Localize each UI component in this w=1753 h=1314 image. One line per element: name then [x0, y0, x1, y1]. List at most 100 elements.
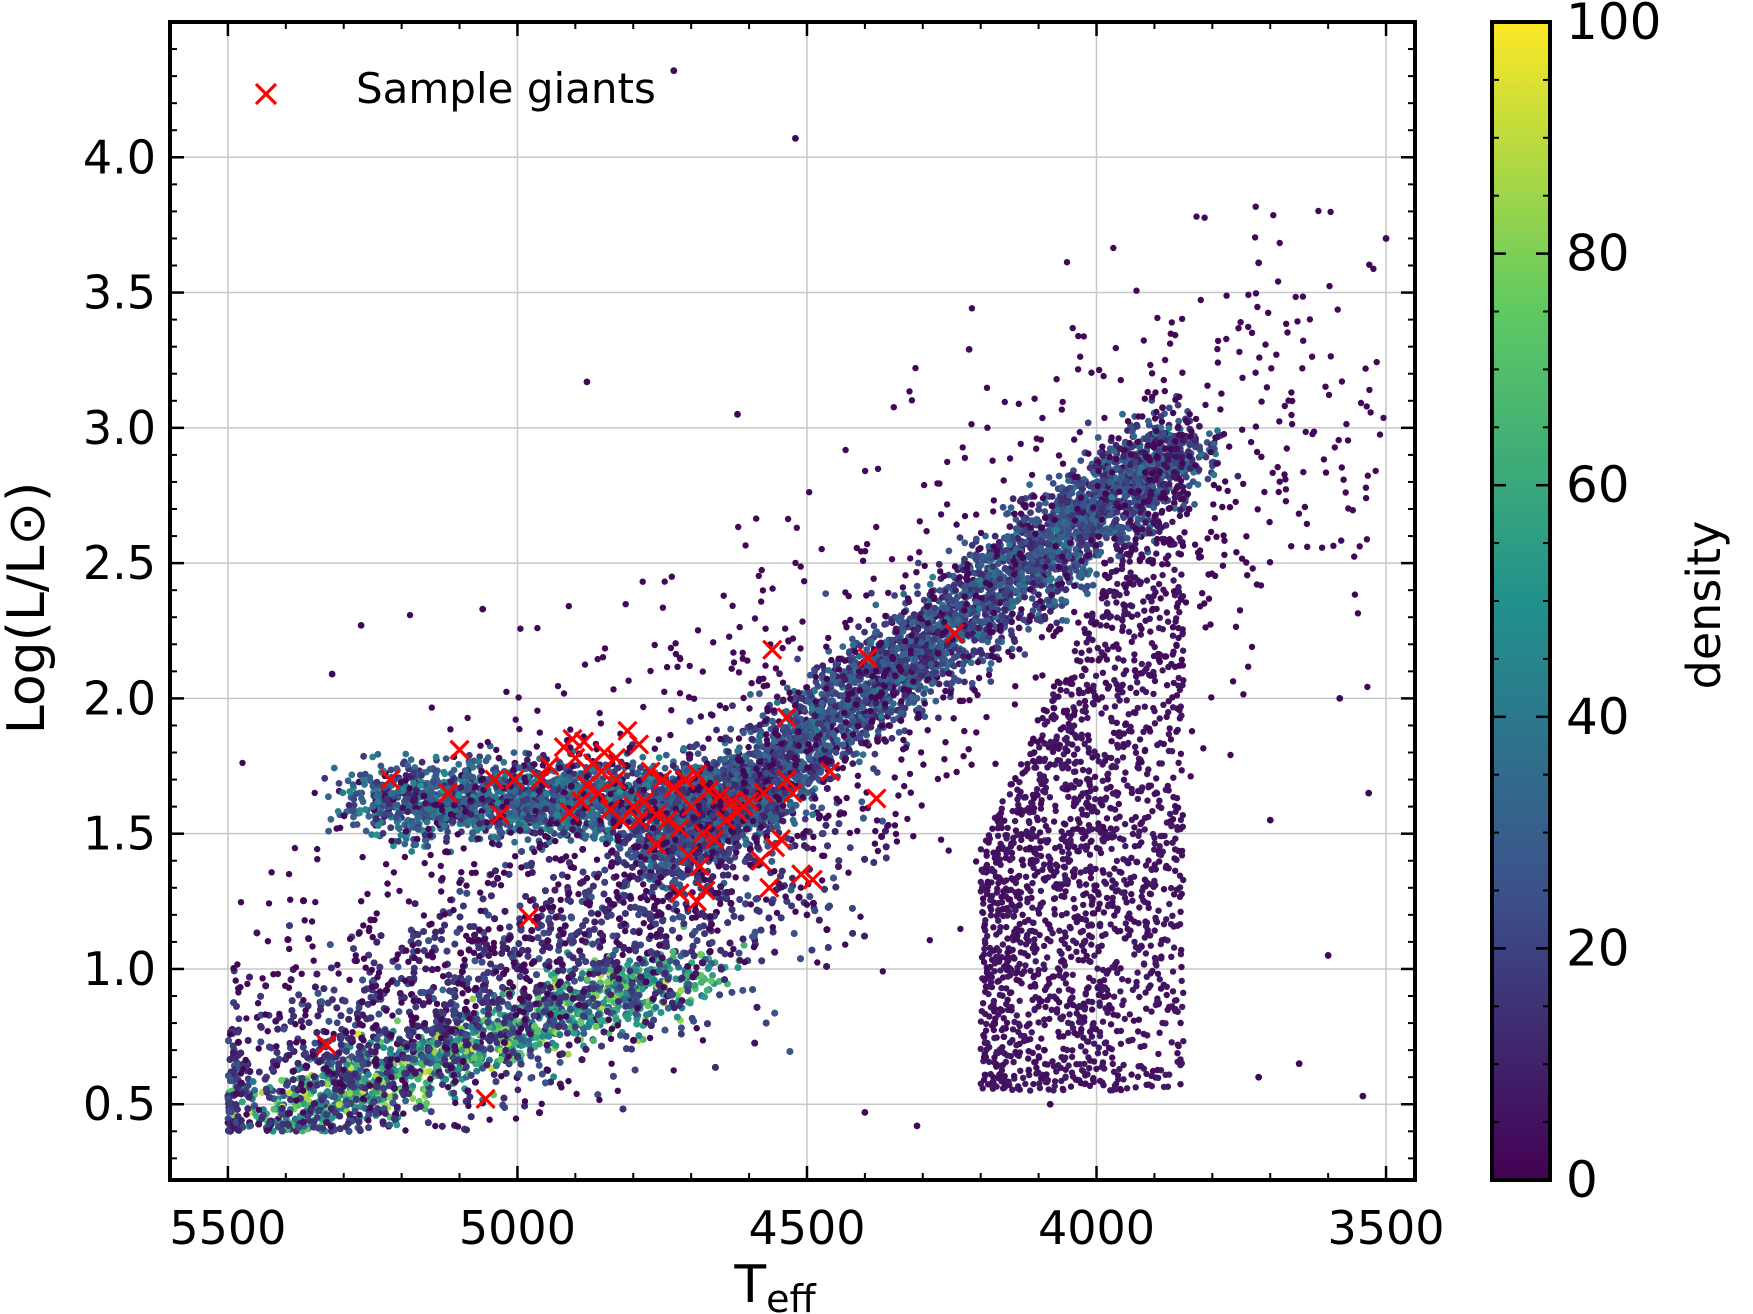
- density-point: [529, 791, 537, 799]
- density-point: [740, 941, 748, 949]
- density-point: [422, 799, 430, 807]
- density-point: [550, 786, 557, 793]
- density-point: [395, 837, 402, 845]
- density-point: [523, 756, 531, 764]
- density-point: [426, 806, 434, 813]
- density-point: [526, 764, 534, 772]
- density-point: [399, 804, 406, 811]
- density-point: [478, 767, 485, 775]
- density-point: [623, 772, 631, 780]
- density-point: [662, 751, 670, 759]
- density-point: [340, 812, 348, 820]
- density-point: [278, 1076, 285, 1084]
- density-point: [634, 769, 641, 777]
- density-point: [533, 822, 541, 830]
- density-point: [330, 764, 338, 772]
- density-point: [408, 848, 416, 855]
- density-point: [373, 792, 380, 800]
- density-point: [441, 822, 448, 830]
- density-point: [595, 803, 602, 811]
- density-point: [469, 773, 477, 781]
- density-point: [441, 770, 449, 778]
- density-point: [411, 764, 419, 771]
- density-point: [325, 827, 332, 835]
- density-point: [476, 820, 483, 828]
- density-point: [372, 815, 380, 823]
- density-point: [346, 788, 354, 795]
- density-point: [401, 840, 409, 848]
- density-point: [349, 808, 357, 815]
- density-point: [387, 824, 395, 832]
- density-point: [325, 793, 332, 801]
- density-point: [694, 750, 702, 757]
- density-point: [418, 758, 426, 766]
- density-point: [402, 772, 410, 779]
- density-point: [559, 780, 567, 788]
- density-point: [444, 828, 451, 836]
- density-point: [639, 753, 647, 761]
- density-point: [524, 836, 532, 844]
- density-point: [362, 827, 370, 835]
- density-point: [350, 813, 357, 821]
- density-point: [450, 766, 458, 774]
- density-point: [393, 801, 401, 809]
- density-point: [531, 829, 539, 837]
- density-point: [414, 814, 421, 822]
- density-point: [449, 818, 457, 825]
- density-point: [628, 793, 635, 801]
- density-point: [356, 771, 364, 779]
- density-point: [515, 820, 523, 828]
- density-point: [547, 827, 554, 834]
- density-point: [368, 831, 376, 838]
- density-point: [538, 814, 545, 821]
- density-point: [559, 797, 567, 804]
- density-point: [457, 784, 465, 791]
- density-point: [377, 762, 385, 770]
- density-point: [443, 834, 451, 842]
- density-point: [599, 835, 606, 843]
- density-point: [334, 808, 342, 815]
- density-point: [523, 796, 531, 803]
- density-point: [439, 986, 447, 994]
- density-point: [429, 812, 437, 820]
- density-point: [455, 792, 462, 799]
- density-layer: [224, 203, 1387, 1135]
- density-point: [567, 837, 575, 844]
- density-point: [356, 809, 363, 817]
- density-point: [582, 832, 590, 840]
- density-point: [394, 810, 402, 817]
- density-point: [655, 754, 663, 762]
- density-point: [579, 811, 587, 818]
- density-point: [447, 778, 455, 786]
- density-point: [424, 842, 432, 850]
- density-point: [525, 750, 533, 758]
- density-point: [429, 778, 437, 785]
- density-point: [402, 750, 410, 758]
- density-point: [468, 804, 476, 812]
- density-point: [381, 810, 389, 818]
- density-point: [420, 792, 428, 800]
- density-point: [345, 801, 353, 809]
- density-point: [350, 801, 358, 809]
- density-point: [373, 831, 381, 839]
- density-point: [522, 824, 530, 832]
- density-point: [403, 795, 410, 803]
- density-point: [455, 760, 463, 768]
- density-point: [779, 817, 787, 825]
- density-point: [407, 756, 415, 763]
- density-point: [366, 774, 374, 781]
- density-point: [478, 795, 486, 803]
- density-point: [353, 821, 361, 828]
- density-point: [417, 782, 424, 789]
- density-point: [553, 811, 561, 819]
- density-point: [374, 798, 382, 806]
- density-point: [680, 745, 688, 752]
- density-point: [510, 749, 518, 756]
- density-point: [418, 772, 425, 779]
- density-point: [427, 788, 434, 796]
- density-point: [442, 755, 450, 762]
- density-point: [374, 750, 382, 758]
- density-point: [369, 753, 377, 761]
- density-point: [567, 799, 574, 806]
